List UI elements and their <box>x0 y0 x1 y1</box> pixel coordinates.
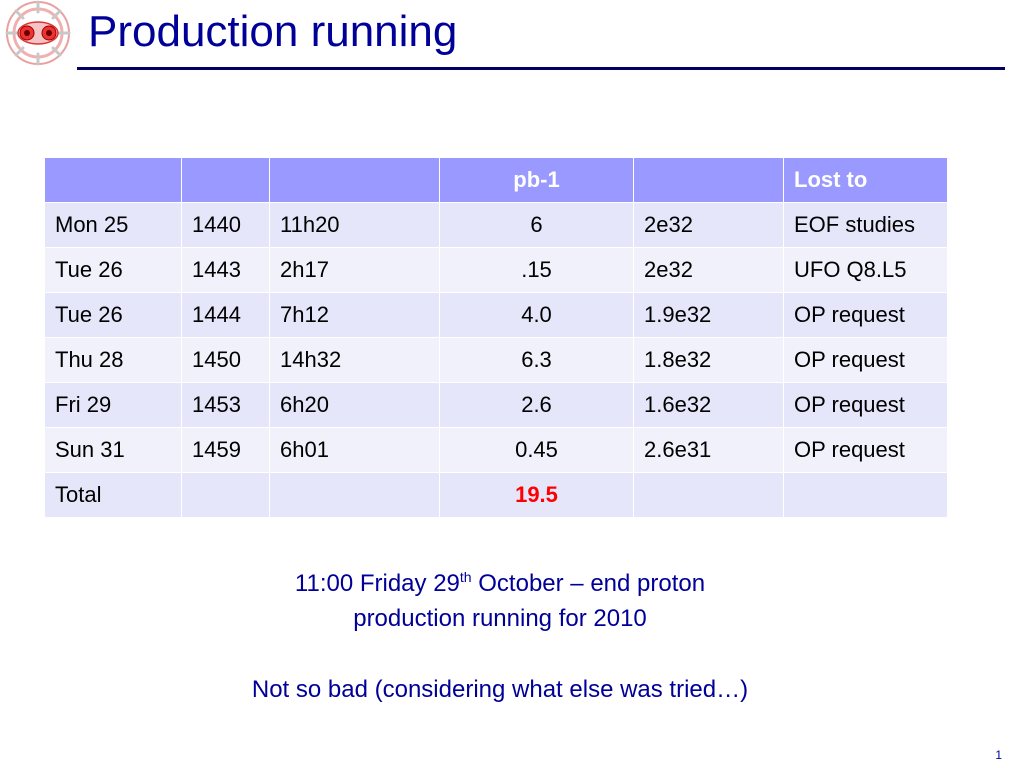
cell-day: Thu 28 <box>44 337 182 383</box>
cell-peak: 2e32 <box>633 247 784 293</box>
note-line1-text: 11:00 Friday 29 <box>294 570 460 597</box>
cell-fill: 1459 <box>181 427 270 473</box>
production-table: pb-1 Lost to Mon 25 1440 11h20 6 2e32 EO… <box>44 157 948 518</box>
cell-day: Fri 29 <box>44 382 182 428</box>
cell-luminosity: .15 <box>439 247 634 293</box>
cell-duration: 14h32 <box>269 337 440 383</box>
cell-day: Tue 26 <box>44 247 182 293</box>
table-row: Tue 26 1443 2h17 .15 2e32 UFO Q8.L5 <box>44 247 948 293</box>
cell-day: Sun 31 <box>44 427 182 473</box>
cell-empty <box>783 472 948 518</box>
cell-fill: 1440 <box>181 202 270 248</box>
cell-duration: 11h20 <box>269 202 440 248</box>
cell-peak: 1.6e32 <box>633 382 784 428</box>
cell-fill: 1444 <box>181 292 270 338</box>
cell-lost-to: OP request <box>783 337 948 383</box>
cell-lost-to: OP request <box>783 427 948 473</box>
lhc-logo-icon <box>5 0 71 66</box>
cell-duration: 7h12 <box>269 292 440 338</box>
header-cell <box>44 157 182 203</box>
table-row: Thu 28 1450 14h32 6.3 1.8e32 OP request <box>44 337 948 383</box>
title-underline <box>77 67 1005 70</box>
cell-luminosity: 6.3 <box>439 337 634 383</box>
cell-lost-to: UFO Q8.L5 <box>783 247 948 293</box>
cell-luminosity: 4.0 <box>439 292 634 338</box>
ordinal-suffix: th <box>459 569 472 585</box>
note-line1-rest: October – end proton <box>471 570 706 597</box>
cell-empty <box>269 472 440 518</box>
cell-empty <box>633 472 784 518</box>
header-cell-pb: pb-1 <box>439 157 634 203</box>
cell-lost-to: OP request <box>783 382 948 428</box>
summary-note: Not so bad (considering what else was tr… <box>251 676 749 703</box>
page-number: 1 <box>995 748 1002 762</box>
cell-luminosity: 0.45 <box>439 427 634 473</box>
cell-duration: 6h20 <box>269 382 440 428</box>
cell-fill: 1443 <box>181 247 270 293</box>
end-of-run-note: 11:00 Friday 29th October – end proton <box>0 567 1000 601</box>
table-header-row: pb-1 Lost to <box>44 157 948 203</box>
cell-luminosity: 2.6 <box>439 382 634 428</box>
table-row: Sun 31 1459 6h01 0.45 2.6e31 OP request <box>44 427 948 473</box>
cell-peak: 1.9e32 <box>633 292 784 338</box>
cell-duration: 2h17 <box>269 247 440 293</box>
cell-fill: 1450 <box>181 337 270 383</box>
table-row: Tue 26 1444 7h12 4.0 1.9e32 OP request <box>44 292 948 338</box>
cell-total-luminosity: 19.5 <box>439 472 634 518</box>
cell-peak: 1.8e32 <box>633 337 784 383</box>
table-total-row: Total 19.5 <box>44 472 948 518</box>
cell-total-label: Total <box>44 472 182 518</box>
slide-title: Production running <box>88 7 458 56</box>
table-row: Mon 25 1440 11h20 6 2e32 EOF studies <box>44 202 948 248</box>
cell-lost-to: OP request <box>783 292 948 338</box>
cell-duration: 6h01 <box>269 427 440 473</box>
cell-peak: 2e32 <box>633 202 784 248</box>
cell-day: Mon 25 <box>44 202 182 248</box>
header-cell <box>633 157 784 203</box>
cell-lost-to: EOF studies <box>783 202 948 248</box>
cell-luminosity: 6 <box>439 202 634 248</box>
cell-peak: 2.6e31 <box>633 427 784 473</box>
header-cell-lost-to: Lost to <box>783 157 948 203</box>
header-cell <box>181 157 270 203</box>
cell-empty <box>181 472 270 518</box>
cell-fill: 1453 <box>181 382 270 428</box>
table-row: Fri 29 1453 6h20 2.6 1.6e32 OP request <box>44 382 948 428</box>
header-cell <box>269 157 440 203</box>
cell-day: Tue 26 <box>44 292 182 338</box>
note-line2: production running for 2010 <box>353 605 647 632</box>
